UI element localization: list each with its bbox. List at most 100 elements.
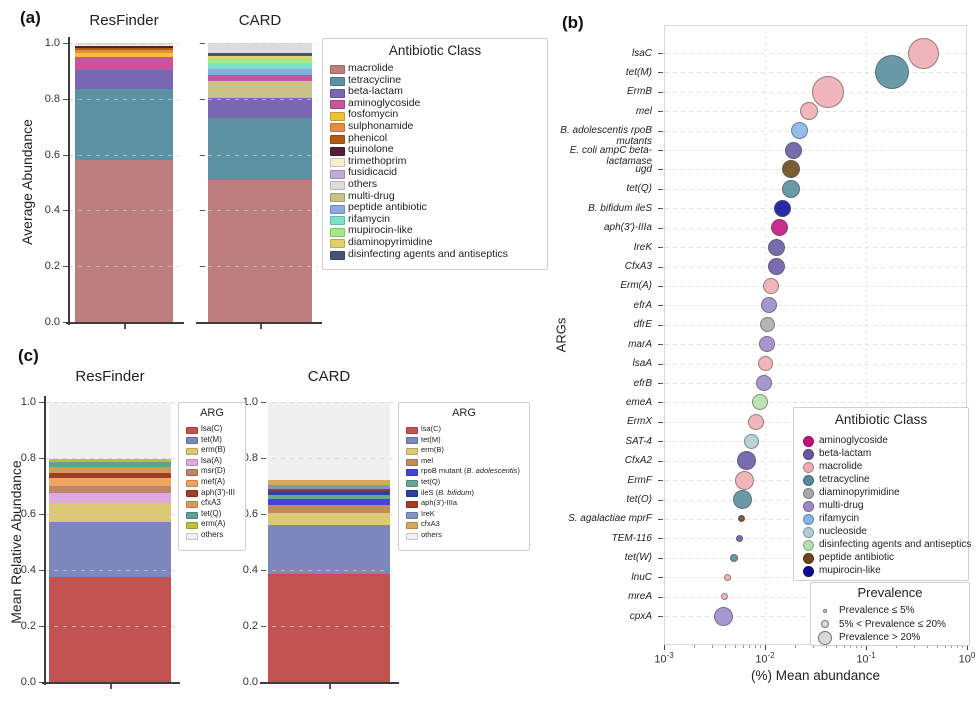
bubble bbox=[756, 375, 773, 392]
bar-segment bbox=[208, 63, 312, 69]
legend-swatch bbox=[186, 490, 198, 498]
legend-swatch bbox=[186, 437, 198, 445]
prevalence-legend-title: Prevalence bbox=[857, 585, 923, 600]
prevalence-swatch bbox=[823, 608, 827, 613]
arg-row-label: aph(3')-IIIa bbox=[603, 222, 652, 234]
y-tick-label: 0.4 bbox=[242, 564, 258, 576]
legend-title: Antibiotic Class bbox=[834, 412, 928, 427]
legend-item-label: disinfecting agents and antiseptics bbox=[348, 247, 508, 260]
x-center-tick bbox=[329, 684, 331, 689]
legend-item-label: others bbox=[348, 178, 378, 190]
bar-segment bbox=[268, 525, 390, 575]
bar-segment bbox=[49, 467, 171, 473]
legend-item-label: ileS (B. bifidum) bbox=[421, 487, 474, 497]
y-tick-label: 0.4 bbox=[44, 204, 60, 217]
y-tick-label: 0.6 bbox=[20, 508, 36, 520]
arg-row-label: marA bbox=[628, 338, 652, 350]
y-tick bbox=[39, 682, 44, 683]
legend-item-label: diaminopyrimidine bbox=[819, 487, 900, 498]
x-minor-tick bbox=[951, 645, 953, 648]
x-minor-tick bbox=[896, 645, 898, 648]
bar-segment bbox=[208, 68, 312, 75]
y-tick-label: 0.0 bbox=[242, 676, 258, 688]
gridline-row bbox=[665, 169, 966, 171]
x-minor-tick bbox=[957, 645, 959, 648]
gridline-row bbox=[665, 363, 966, 365]
legend-item-label: aph(3')-IIIa bbox=[421, 498, 458, 508]
legend-swatch bbox=[406, 501, 418, 508]
legend-item-label: tetracycline bbox=[819, 474, 870, 485]
y-tick bbox=[39, 570, 44, 571]
y-tick bbox=[658, 324, 663, 326]
bubble bbox=[729, 553, 738, 562]
y-tick-label: 0.2 bbox=[242, 620, 258, 632]
legend-swatch bbox=[406, 479, 418, 487]
x-minor-tick bbox=[962, 645, 964, 648]
bar-segment bbox=[75, 45, 173, 47]
gridline-row bbox=[665, 53, 966, 54]
y-tick bbox=[658, 208, 663, 210]
legend-item-label: mupirocin-like bbox=[819, 565, 881, 576]
y-tick bbox=[658, 53, 663, 54]
x-center-tick bbox=[124, 324, 126, 329]
bar-segment bbox=[75, 43, 173, 46]
x-minor-tick bbox=[813, 645, 815, 648]
bubble bbox=[907, 37, 939, 69]
y-tick bbox=[658, 266, 663, 268]
bar-segment bbox=[49, 472, 171, 479]
legend-title: Antibiotic Class bbox=[388, 43, 482, 58]
x-tick-label: 10-3 bbox=[654, 651, 674, 666]
bar-segment bbox=[49, 502, 171, 522]
legend-item-label: diaminopyrimidine bbox=[348, 236, 433, 248]
legend-swatch bbox=[330, 111, 345, 121]
legend-item-label: peptide antibiotic bbox=[819, 552, 895, 563]
gridline-row bbox=[665, 402, 966, 404]
y-tick-label: 1.0 bbox=[20, 396, 36, 408]
arg-row-label: tet(Q) bbox=[626, 183, 652, 195]
y-tick-label: 0.4 bbox=[20, 564, 36, 576]
arg-row-label: ErmF bbox=[627, 474, 652, 486]
panel-a-label: (a) bbox=[20, 8, 41, 27]
legend-title: ARG bbox=[200, 407, 224, 419]
x-minor-tick bbox=[760, 645, 762, 648]
legend-item-label: tet(M) bbox=[201, 434, 222, 444]
bar-segment bbox=[268, 480, 390, 485]
legend-item-label: erm(B) bbox=[421, 445, 444, 455]
legend-item-label: tet(Q) bbox=[201, 508, 222, 518]
x-axis-line bbox=[260, 682, 399, 684]
legend-item-label: cfxA3 bbox=[201, 498, 222, 508]
y-tick-label: 0.8 bbox=[242, 452, 258, 464]
bar-segment bbox=[268, 498, 390, 505]
legend-item-label: quinolone bbox=[348, 143, 394, 156]
y-tick-label: 0.0 bbox=[20, 676, 36, 688]
y-tick bbox=[200, 210, 205, 212]
y-tick bbox=[658, 480, 663, 482]
legend-swatch bbox=[803, 565, 814, 577]
x-minor-tick bbox=[724, 645, 726, 648]
bar-segment bbox=[75, 46, 173, 48]
y-tick bbox=[63, 98, 68, 100]
legend-swatch bbox=[803, 448, 814, 460]
bubble bbox=[781, 160, 800, 179]
y-tick bbox=[658, 518, 663, 520]
y-tick bbox=[658, 383, 663, 385]
y-tick bbox=[39, 458, 44, 459]
y-tick bbox=[658, 421, 663, 423]
y-tick bbox=[63, 266, 68, 268]
arg-row-label: ErmB bbox=[627, 86, 652, 98]
legend-swatch bbox=[803, 474, 814, 486]
gridline-row bbox=[665, 324, 966, 326]
y-tick-label: 1.0 bbox=[242, 396, 258, 408]
prevalence-item-label: Prevalence ≤ 5% bbox=[839, 605, 915, 616]
prevalence-item-label: 5% < Prevalence ≤ 20% bbox=[839, 618, 946, 630]
y-tick bbox=[658, 91, 663, 93]
y-tick bbox=[658, 227, 663, 229]
bar-segment bbox=[49, 493, 171, 503]
bubble bbox=[774, 199, 792, 217]
prevalence-item-label: Prevalence > 20% bbox=[839, 632, 921, 643]
y-tick bbox=[658, 596, 663, 598]
legend-swatch bbox=[186, 479, 198, 487]
legend-item-label: phenicol bbox=[348, 131, 388, 144]
